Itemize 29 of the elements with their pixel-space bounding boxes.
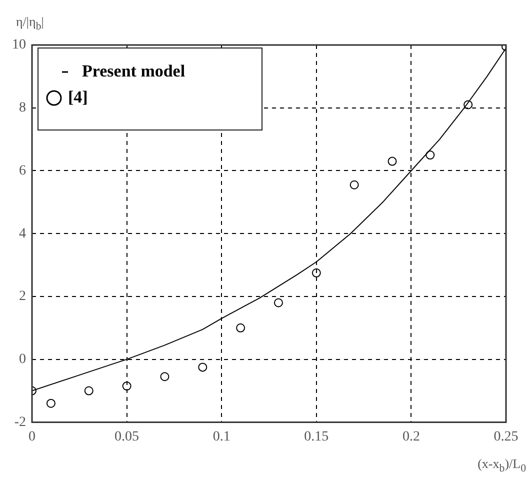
point xyxy=(160,372,170,382)
point xyxy=(46,398,56,408)
point xyxy=(198,362,208,372)
x-axis-title: (x-x$_{b}$)/L$_{0}$ xyxy=(478,456,526,475)
point xyxy=(274,298,283,308)
x-tick-label: 0.15 xyxy=(304,429,329,444)
y-tick-label: 10 xyxy=(12,38,26,53)
point xyxy=(426,150,435,160)
point xyxy=(350,180,359,190)
point xyxy=(388,156,397,166)
x-tick-label: 0.2 xyxy=(402,429,420,444)
point xyxy=(312,268,321,278)
point xyxy=(464,100,473,110)
x-tick-label: 0.25 xyxy=(494,429,518,444)
legend-label: [4] xyxy=(68,87,88,106)
point xyxy=(122,382,132,391)
y-tick-label: 8 xyxy=(19,100,26,116)
y-axis-title: η/|η$_{b}$| xyxy=(16,14,44,33)
x-tick-label: 0.05 xyxy=(114,429,140,444)
y-tick-label: -2 xyxy=(14,414,26,430)
point xyxy=(236,323,246,332)
y-tick-label: 4 xyxy=(19,226,26,242)
point xyxy=(84,386,94,396)
y-tick-label: 0 xyxy=(19,352,26,368)
x-tick-label: 0.1 xyxy=(212,429,230,444)
legend-label: Present model xyxy=(82,61,186,80)
x-tick-label: 0 xyxy=(28,429,36,444)
y-tick-label: 2 xyxy=(19,289,26,304)
y-tick-label: 6 xyxy=(19,163,26,178)
